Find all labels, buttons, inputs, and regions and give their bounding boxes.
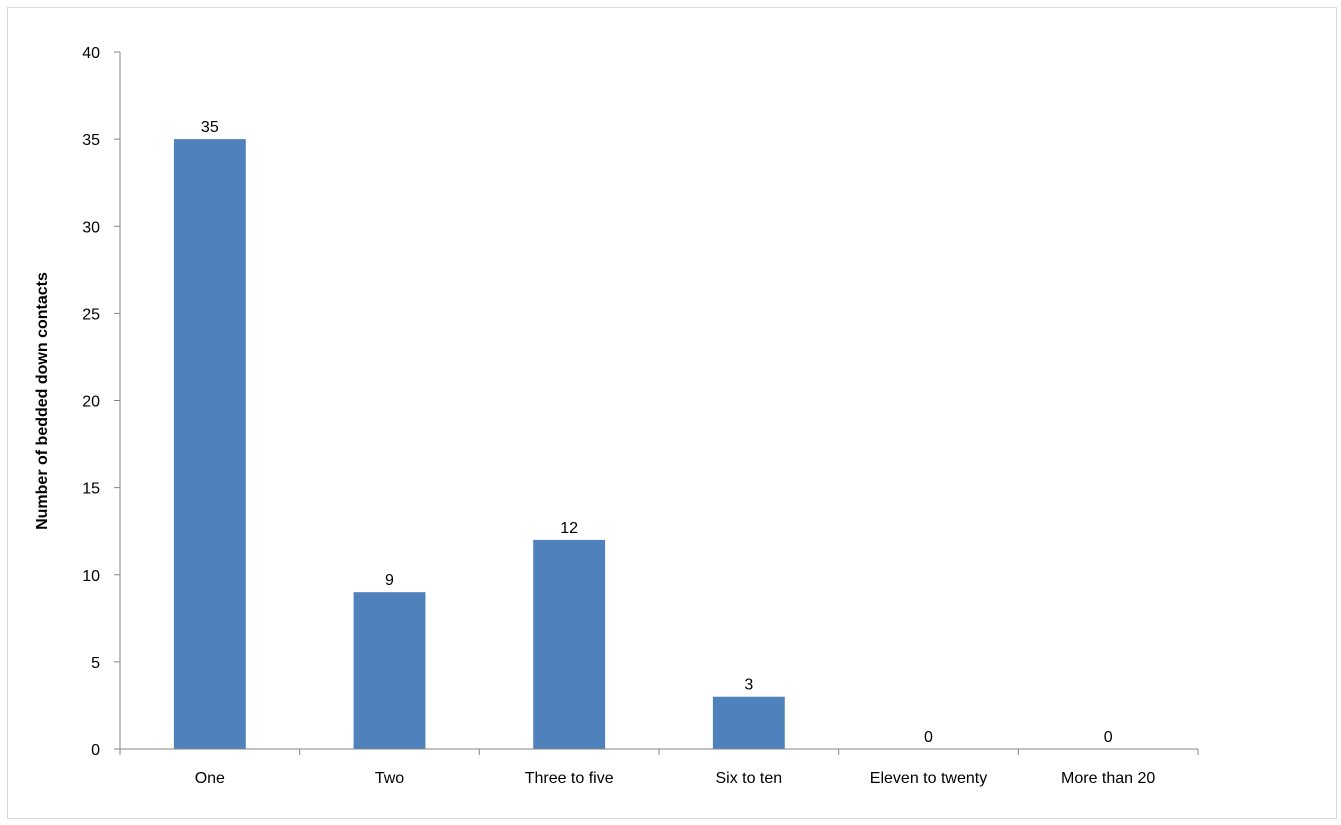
x-category-label: Three to five: [525, 770, 614, 787]
y-tick-label: 25: [82, 306, 100, 323]
y-tick-label: 20: [82, 394, 100, 411]
y-axis-ticks: 0 5 10 15 20 25 30 35 40: [82, 45, 120, 759]
x-axis-categories: One Two Three to five Six to ten Eleven to t…: [119, 749, 1199, 787]
chart-frame: [7, 7, 1337, 819]
bar-two: [353, 592, 426, 749]
x-category-label: More than 20: [1061, 770, 1155, 787]
y-tick-label: 15: [82, 481, 100, 498]
bar-six-to-ten: [712, 696, 785, 749]
data-label: 3: [744, 677, 753, 694]
bar-three-to-five: [533, 539, 606, 749]
y-tick-label: 35: [82, 132, 100, 149]
data-labels: 35 9 12 3 0 0: [201, 119, 1113, 746]
data-label: 12: [560, 520, 578, 537]
x-category-label: Six to ten: [715, 770, 782, 787]
data-label: 9: [385, 572, 394, 589]
y-tick-label: 10: [82, 568, 100, 585]
x-category-label: Eleven to twenty: [870, 770, 987, 787]
data-label: 0: [1104, 729, 1113, 746]
y-tick-label: 5: [91, 655, 100, 672]
x-category-label: One: [195, 770, 225, 787]
data-label: 35: [201, 119, 219, 136]
y-tick-label: 40: [82, 45, 100, 62]
y-tick-label: 30: [82, 219, 100, 236]
data-label: 0: [924, 729, 933, 746]
x-category-label: Two: [375, 770, 404, 787]
y-tick-label: 0: [91, 742, 100, 759]
bar-one: [173, 139, 246, 749]
y-axis-label: Number of bedded down contacts: [34, 272, 51, 530]
bars: [173, 139, 785, 749]
